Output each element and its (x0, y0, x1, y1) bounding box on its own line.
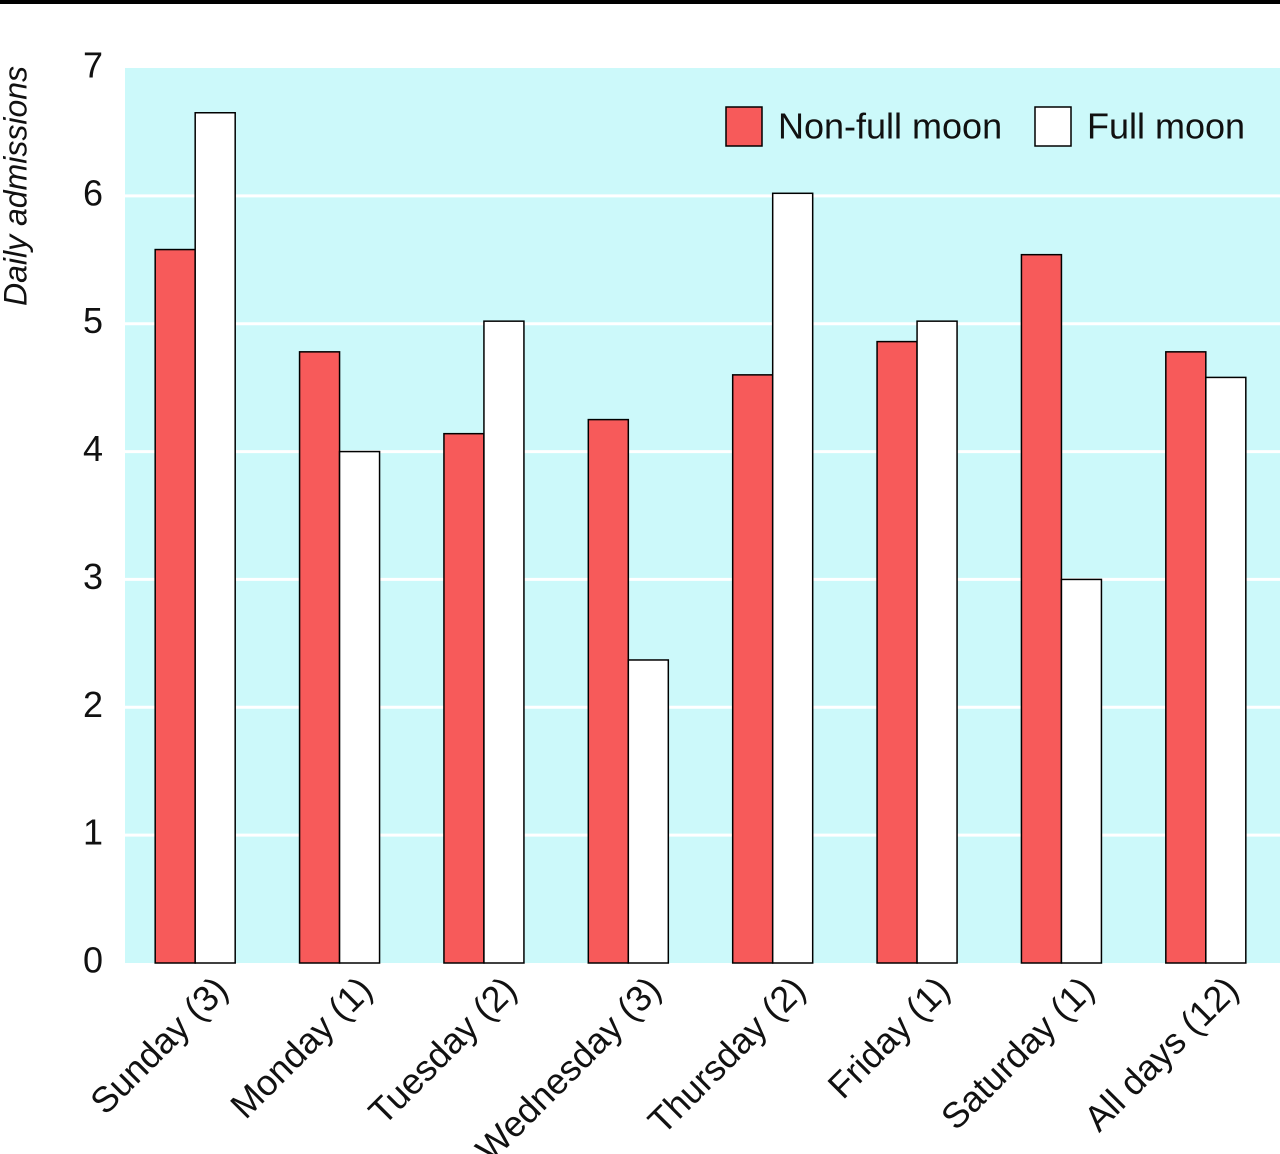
x-tick-label: Thursday (2) (640, 968, 813, 1141)
y-tick-label: 5 (83, 300, 103, 341)
y-tick-label: 2 (83, 684, 103, 725)
bar (194, 112, 236, 964)
bar (1165, 351, 1207, 964)
bar (443, 432, 485, 964)
legend-label: Full moon (1087, 106, 1245, 147)
y-tick-label: 3 (83, 556, 103, 597)
bar (1205, 376, 1247, 964)
plot-area (125, 68, 1280, 963)
x-tick-label: Sunday (3) (82, 968, 236, 1122)
bar (916, 320, 958, 964)
legend-swatch (1034, 106, 1072, 147)
bar (876, 340, 918, 964)
y-axis-label: Daily admissions (0, 66, 33, 306)
y-tick-label: 4 (83, 428, 103, 469)
y-tick-label: 7 (83, 45, 103, 86)
bar (1060, 578, 1103, 964)
y-tick-label: 0 (83, 940, 103, 981)
x-tick-label: All days (12) (1076, 968, 1246, 1138)
bar (587, 418, 630, 964)
bar (627, 659, 670, 964)
bar (338, 450, 381, 964)
bar (1020, 253, 1063, 964)
bar (483, 320, 525, 964)
legend-label: Non-full moon (778, 106, 1002, 147)
x-tick-label: Friday (1) (820, 968, 958, 1106)
bar (731, 374, 774, 964)
y-tick-label: 6 (83, 172, 103, 213)
x-tick-label: Saturday (1) (933, 968, 1102, 1137)
bar (154, 248, 196, 964)
bar (771, 192, 814, 964)
y-tick-label: 1 (83, 812, 103, 853)
bar (298, 351, 341, 964)
legend-swatch (725, 106, 763, 147)
x-tick-label: Monday (1) (222, 968, 380, 1126)
